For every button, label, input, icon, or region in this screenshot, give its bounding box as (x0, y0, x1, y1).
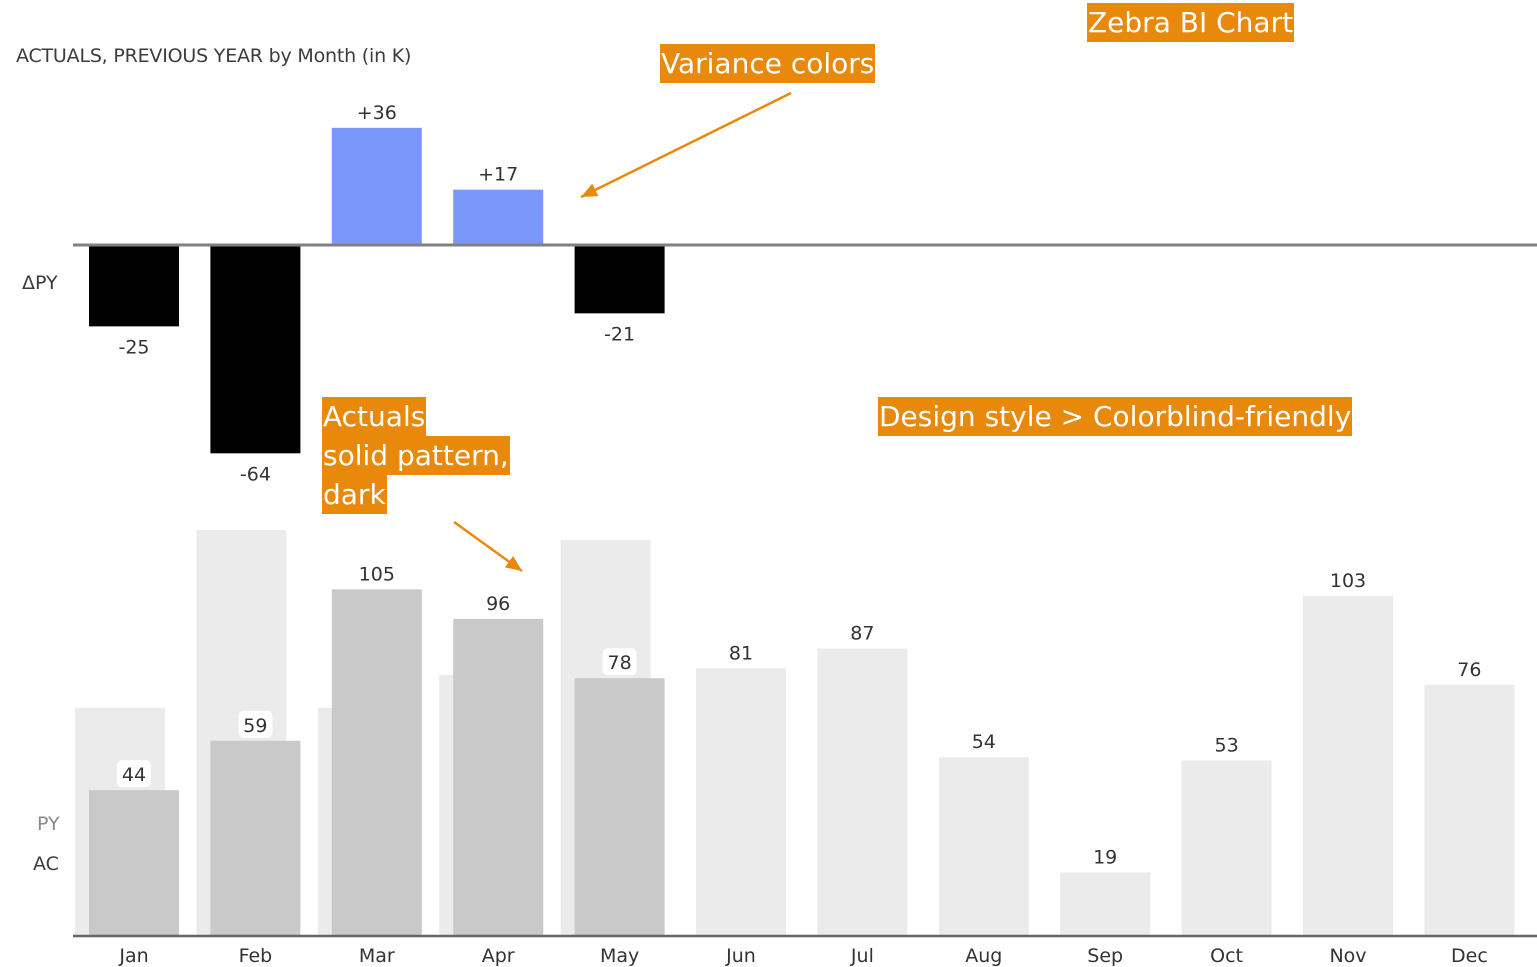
actuals-callout-line-3: dark (322, 475, 387, 514)
category-label-oct: Oct (1210, 945, 1243, 967)
py-row-label: PY (37, 813, 60, 835)
ac-bar-jul (817, 648, 908, 935)
ac-bar-mar (331, 589, 422, 935)
ac-value-label-jun: 81 (729, 642, 753, 664)
ac-value-label-jul: 87 (850, 623, 874, 645)
ac-value-chip-feb (238, 710, 273, 738)
variance-bar-jan (89, 245, 179, 327)
ac-bar-may (574, 678, 665, 935)
variance-callout-arrow-shaft (580, 91, 792, 199)
ac-bar-dec (1424, 684, 1515, 935)
ac-bar-feb (210, 740, 301, 935)
ac-bar-jan (89, 790, 179, 935)
ac-value-chip-may (602, 648, 637, 676)
actuals-callout-line-2: solid pattern, (322, 436, 510, 475)
category-label-apr: Apr (482, 945, 515, 967)
ac-value-label-mar: 105 (359, 563, 395, 585)
variance-colors-callout: Variance colors (660, 44, 876, 83)
variance-bar-apr (453, 189, 544, 245)
category-label-jun: Jun (725, 945, 756, 967)
variance-row-label: ΔPY (22, 272, 58, 294)
ac-bar-oct (1181, 760, 1272, 935)
ac-value-label-dec: 76 (1457, 659, 1481, 681)
ac-bar-sep (1060, 872, 1151, 935)
variance-value-label-jan: -25 (118, 336, 149, 358)
actuals-callout-arrow-head (504, 555, 522, 571)
ac-bar-apr (453, 618, 544, 935)
category-label-sep: Sep (1087, 945, 1123, 967)
variance-bar-may (574, 245, 665, 314)
actuals-callout: Actuals solid pattern, dark (322, 397, 510, 514)
variance-bar-mar (331, 127, 422, 245)
variance-value-label-apr: +17 (478, 164, 518, 186)
category-label-aug: Aug (965, 945, 1002, 967)
ac-value-label-may: 78 (608, 652, 632, 674)
variance-value-label-mar: +36 (357, 102, 397, 124)
ac-value-label-nov: 103 (1330, 570, 1366, 592)
variance-value-label-may: -21 (604, 323, 635, 345)
ac-value-label-aug: 54 (972, 731, 996, 753)
category-label-feb: Feb (239, 945, 273, 967)
ac-bar-aug (938, 757, 1029, 935)
ac-row-label: AC (33, 853, 59, 875)
ac-value-label-oct: 53 (1215, 735, 1239, 757)
category-label-jul: Jul (850, 945, 874, 967)
variance-callout-arrow-head (581, 183, 599, 197)
category-label-nov: Nov (1329, 945, 1366, 967)
variance-callout-arrow (580, 91, 792, 199)
actuals-callout-line-1: Actuals (322, 397, 427, 436)
ac-value-chip-jan (117, 760, 151, 788)
chart-title: ACTUALS, PREVIOUS YEAR by Month (in K) (16, 45, 412, 67)
ac-bar-jun (696, 668, 786, 935)
category-label-mar: Mar (359, 945, 395, 967)
zebra-bi-callout: Zebra BI Chart (1087, 3, 1295, 42)
variance-value-label-feb: -64 (240, 463, 271, 485)
category-label-may: May (600, 945, 639, 967)
ac-value-label-apr: 96 (486, 593, 510, 615)
variance-bar-feb (210, 245, 301, 454)
ac-bar-nov (1303, 595, 1393, 935)
ac-value-label-jan: 44 (122, 764, 146, 786)
ac-value-label-feb: 59 (243, 715, 267, 737)
category-label-jan: Jan (118, 945, 148, 967)
actuals-callout-arrow (453, 520, 523, 573)
category-label-dec: Dec (1451, 945, 1488, 967)
ac-value-label-sep: 19 (1093, 846, 1117, 868)
design-style-callout: Design style > Colorblind-friendly (878, 397, 1353, 436)
